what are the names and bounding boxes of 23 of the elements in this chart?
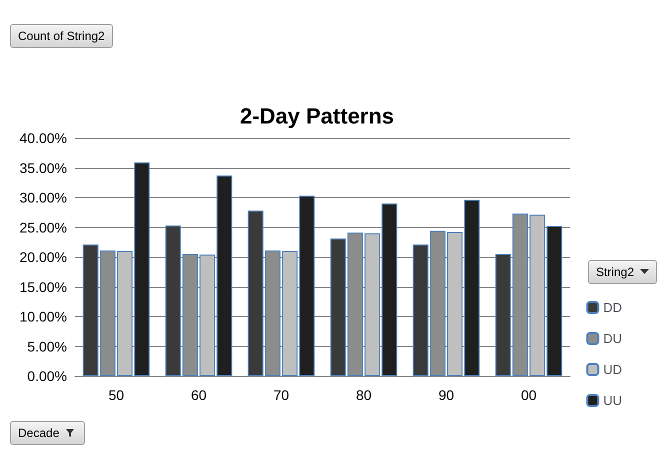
chart-title: 2-Day Patterns xyxy=(240,104,394,128)
x-tick-label: 00 xyxy=(520,387,537,403)
legend-label: DD xyxy=(603,300,622,315)
text: Count of String2 xyxy=(10,24,113,48)
x-tick-label: 50 xyxy=(108,387,124,403)
legend-title: String2 xyxy=(588,260,657,284)
legend-label: UD xyxy=(603,362,622,377)
y-tick-label: 5.00% xyxy=(27,338,67,354)
y-tick-label: 30.00% xyxy=(20,190,67,206)
y-tick-label: 10.00% xyxy=(20,308,67,324)
x-axis-title: Decade xyxy=(10,421,86,445)
y-tick-label: 20.00% xyxy=(20,249,67,265)
y-tick-label: 35.00% xyxy=(20,160,67,176)
y-tick-label: 40.00% xyxy=(20,130,67,146)
y-tick-label: 15.00% xyxy=(20,278,67,295)
x-tick-label: 60 xyxy=(190,387,207,403)
y-tick-label: 0.00% xyxy=(27,368,67,384)
x-tick-label: 80 xyxy=(356,387,372,403)
x-tick-label: 70 xyxy=(273,387,290,403)
legend-label: UU xyxy=(603,393,622,408)
x-tick-label: 90 xyxy=(438,387,454,403)
y-tick-label: 25.00% xyxy=(20,219,67,236)
legend-label: DU xyxy=(603,331,622,346)
